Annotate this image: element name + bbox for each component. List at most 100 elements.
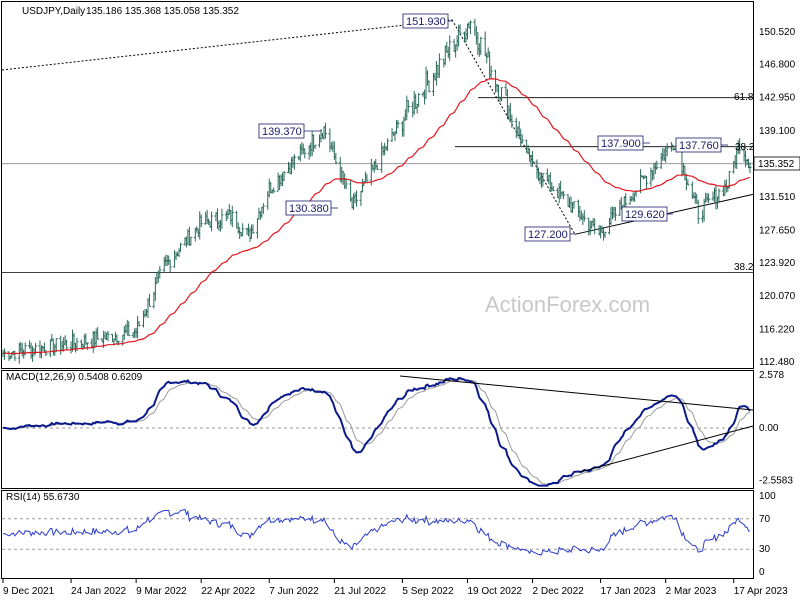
ohlc-bar xyxy=(303,148,307,159)
macd-tick-label: 0.00 xyxy=(759,423,779,434)
price-tick-label: 120.070 xyxy=(759,291,796,302)
ohlc-bar xyxy=(199,214,203,228)
price-tick-label: 116.220 xyxy=(759,325,795,336)
ohlc-bar xyxy=(386,138,390,151)
ohlc-bar xyxy=(613,206,617,221)
ohlc-bar xyxy=(655,160,659,170)
ohlc-bar xyxy=(13,350,17,361)
ohlc-bar xyxy=(48,339,52,358)
ohlc-bar xyxy=(168,259,172,273)
last-price-label: 135.352 xyxy=(758,159,795,170)
ohlc-bar xyxy=(603,231,607,238)
ohlc-bar xyxy=(738,138,742,155)
price-tick-label: 112.480 xyxy=(759,357,795,368)
dotted-trendline xyxy=(1,19,453,71)
annotation-130380: 130.380 xyxy=(285,200,332,216)
x-tick-label: 21 Jul 2022 xyxy=(334,586,386,597)
price-tick-label: 127.650 xyxy=(759,225,796,236)
ohlc-bar xyxy=(313,144,317,149)
price-tick-label: 142.950 xyxy=(759,93,796,104)
ohlc-bar xyxy=(717,188,721,202)
x-tick-label: 9 Dec 2021 xyxy=(3,586,55,597)
ohlc-bar xyxy=(106,330,110,342)
ohlc-bar xyxy=(85,342,89,350)
x-tick-label: 24 Jan 2022 xyxy=(71,586,126,597)
annotation-137900: 137.900 xyxy=(597,135,644,151)
watermark: ActionForex.com xyxy=(485,292,650,317)
price-tick-label: 150.520 xyxy=(759,27,796,38)
fib-label-382-upper: 38.2 xyxy=(735,142,755,153)
ohlc-header: 135.186 135.368 135.058 135.352 xyxy=(86,6,239,17)
ohlc-bar xyxy=(572,201,576,209)
ohlc-bar xyxy=(292,154,296,170)
annotation-137760: 137.760 xyxy=(675,137,722,153)
svg-text:139.370: 139.370 xyxy=(262,126,302,138)
ohlc-bar xyxy=(639,169,643,194)
ohlc-bar xyxy=(261,203,265,214)
ohlc-bar xyxy=(479,36,483,55)
ohlc-bar xyxy=(272,187,276,194)
price-tick-label: 139.100 xyxy=(759,126,796,137)
ohlc-bar xyxy=(65,339,69,351)
x-tick-label: 2 Dec 2022 xyxy=(533,586,585,597)
ohlc-bar xyxy=(582,210,586,222)
ohlc-bar xyxy=(686,179,690,186)
ohlc-bar xyxy=(365,173,369,183)
ohlc-bar xyxy=(396,119,400,129)
macd-tick-label: 2.578 xyxy=(759,370,784,381)
macd-signal-line xyxy=(2,379,751,485)
annotation-139370: 139.370 xyxy=(258,123,305,139)
rsi-line xyxy=(2,508,751,556)
fib-label-382-lower: 38.2 xyxy=(734,262,754,273)
x-tick-label: 22 Apr 2022 xyxy=(201,586,255,597)
rsi-tick-label: 100 xyxy=(759,491,776,502)
macd-title: MACD(12,26,9) 0.5408 0.6209 xyxy=(6,372,143,383)
x-tick-label: 2 Mar 2023 xyxy=(666,586,717,597)
svg-text:137.900: 137.900 xyxy=(601,138,641,150)
ohlc-bar xyxy=(344,178,348,190)
ohlc-bar xyxy=(448,35,452,61)
price-layer xyxy=(1,18,754,364)
ohlc-bar xyxy=(593,218,597,235)
ohlc-bar xyxy=(210,211,214,232)
ohlc-bar xyxy=(147,293,151,307)
ohlc-bar xyxy=(427,80,431,93)
ohlc-bar xyxy=(644,175,648,189)
svg-text:137.760: 137.760 xyxy=(679,140,719,152)
ohlc-bar xyxy=(562,191,566,200)
ohlc-bar xyxy=(127,321,131,337)
ohlc-bar xyxy=(748,162,752,174)
x-tick-label: 17 Jan 2023 xyxy=(601,586,656,597)
rsi-layer xyxy=(2,508,753,556)
rsi-title: RSI(14) 55.6730 xyxy=(6,492,80,503)
ohlc-bar xyxy=(551,185,555,192)
price-tick-label: 123.920 xyxy=(759,258,796,269)
ohlc-bar xyxy=(406,100,410,113)
ohlc-bar xyxy=(499,87,503,102)
moving-average-line xyxy=(2,78,751,355)
chart-title: USDJPY,Daily xyxy=(22,6,85,17)
svg-text:151.930: 151.930 xyxy=(406,16,446,28)
rsi-tick-label: 70 xyxy=(759,514,771,525)
ohlc-bar xyxy=(334,153,338,165)
macd-tick-label: -2.5583 xyxy=(759,476,793,487)
dotted-fall-line xyxy=(451,19,576,235)
ohlc-bar xyxy=(707,193,711,203)
price-tick-label: 146.800 xyxy=(759,59,796,70)
annotation-151930: 151.930 xyxy=(402,13,449,29)
macd-resistance-trendline xyxy=(399,375,754,411)
ohlc-bar xyxy=(458,24,462,35)
svg-text:130.380: 130.380 xyxy=(289,203,329,215)
macd-support-trendline xyxy=(579,425,754,473)
ohlc-bar xyxy=(520,134,524,144)
ohlc-bar xyxy=(665,143,669,157)
x-tick-label: 19 Oct 2022 xyxy=(467,586,522,597)
macd-line xyxy=(2,376,751,487)
rsi-tick-label: 0 xyxy=(759,567,765,578)
ohlc-bar xyxy=(531,150,535,167)
svg-text:127.200: 127.200 xyxy=(528,229,568,241)
last-price-box xyxy=(753,156,800,171)
ohlc-bar xyxy=(230,205,234,228)
x-axis-labels: 9 Dec 2021 24 Jan 2022 9 Mar 2022 22 Apr 20… xyxy=(2,579,788,597)
annotation-127200: 127.200 xyxy=(524,226,571,242)
